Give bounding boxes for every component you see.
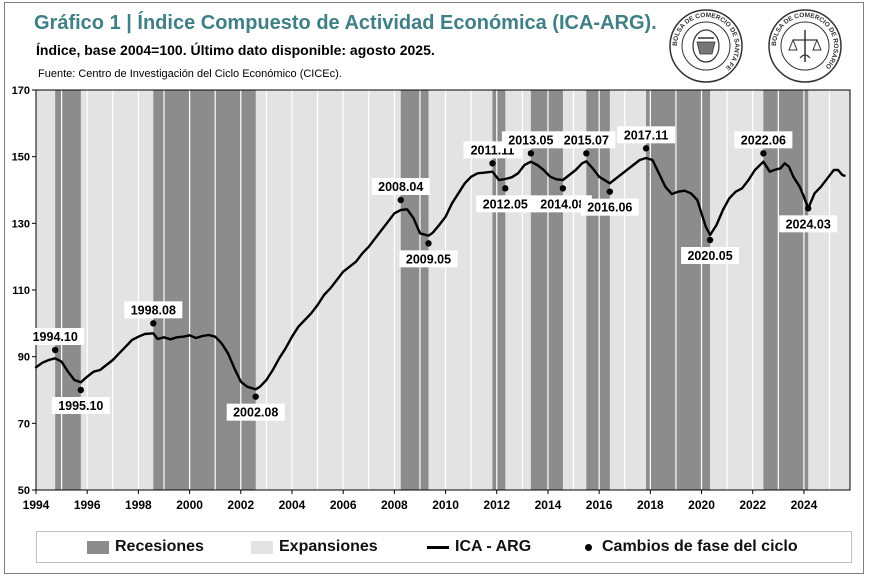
turning-point-marker: [502, 185, 509, 192]
turning-point-label-box: [501, 131, 560, 149]
turning-point-label-box: [476, 195, 535, 213]
x-tick-label: 1998: [125, 498, 152, 512]
x-tick-label: 2020: [688, 498, 715, 512]
legend-item-series: ICA - ARG: [427, 538, 531, 556]
x-tick-label: 2010: [432, 498, 459, 512]
turning-point-marker: [150, 320, 157, 327]
y-tick-label: 170: [12, 85, 30, 97]
bolsa-santa-fe-seal: BOLSA DE COMERCIO DE SANTA FE: [669, 9, 743, 83]
series-line-swatch: [427, 545, 449, 549]
turning-point-marker: [489, 160, 496, 167]
x-tick-label: 2002: [227, 498, 254, 512]
y-tick-label: 110: [12, 285, 30, 297]
turning-point-marker: [397, 196, 404, 204]
turning-point-label: 2020.05: [687, 249, 732, 263]
y-tick-label: 130: [12, 218, 30, 230]
turning-point-marker: [51, 346, 59, 354]
turning-point-marker: [527, 150, 535, 157]
turning-point-label: 2024.03: [786, 217, 831, 231]
legend-label-expansions: Expansiones: [279, 538, 378, 555]
turning-point-label: 2014.08: [540, 197, 585, 211]
recession-swatch: [87, 540, 109, 554]
x-tick-label: 2024: [791, 498, 818, 512]
y-tick-label: 150: [12, 152, 30, 164]
turning-point-label: 2017.11: [624, 128, 669, 142]
turning-point-marker: [642, 145, 650, 152]
turning-point-marker: [606, 188, 614, 195]
y-tick-label: 70: [18, 418, 30, 430]
turning-point-label: 2016.06: [587, 201, 632, 215]
recession-band: [586, 90, 610, 490]
turning-point-label-box: [371, 178, 430, 195]
turning-point-label: 2012.05: [483, 197, 528, 211]
chart-subtitle: Índice, base 2004=100. Último dato dispo…: [36, 42, 435, 58]
turning-point-label-box: [226, 403, 285, 421]
bolsa-rosario-seal: BOLSA DE COMERCIO DE ROSARIO: [768, 9, 842, 83]
turning-point-label-box: [26, 328, 85, 345]
turning-point-label: 2008.04: [378, 180, 423, 194]
recession-band: [530, 90, 563, 490]
turning-point-label-box: [617, 126, 676, 144]
legend: Recesiones Expansiones ICA - ARG Cambios…: [36, 531, 852, 563]
x-tick-label: 1996: [74, 498, 101, 512]
legend-item-turning-points: Cambios de fase del ciclo: [585, 538, 798, 556]
y-tick-label: 50: [18, 485, 30, 497]
x-tick-label: 2018: [637, 498, 664, 512]
turning-point-label-box: [533, 195, 592, 213]
x-tick-label: 2004: [279, 498, 306, 512]
x-tick-label: 2008: [381, 498, 408, 512]
turning-point-label-box: [557, 131, 616, 149]
turning-point-label: 2022.06: [741, 133, 786, 147]
x-tick-label: 2014: [535, 498, 562, 512]
y-tick-label: 90: [18, 352, 30, 364]
turning-point-marker: [583, 150, 590, 157]
turning-point-label: 1998.08: [131, 303, 176, 317]
legend-label-series: ICA - ARG: [455, 538, 532, 555]
x-tick-label: 2016: [586, 498, 613, 512]
turning-point-label: 1994.10: [33, 330, 78, 344]
turning-point-marker: [804, 205, 812, 212]
legend-label-turning-points: Cambios de fase del ciclo: [602, 538, 798, 555]
legend-item-recessions: Recesiones: [87, 538, 204, 556]
turning-point-label-box: [580, 198, 639, 216]
turning-point-marker: [760, 150, 767, 157]
turning-point-label: 2002.08: [233, 406, 278, 420]
turning-point-label-box: [51, 397, 110, 414]
turning-point-label-box: [681, 247, 740, 264]
turning-point-marker: [706, 236, 714, 244]
recession-band: [153, 90, 256, 490]
turning-point-label-box: [734, 131, 793, 149]
recession-band: [646, 90, 711, 490]
recession-band: [55, 90, 81, 490]
turning-point-label: 2015.07: [564, 133, 609, 147]
chart-source: Fuente: Centro de Investigación del Cicl…: [38, 68, 342, 80]
series-line-ica-arg: [34, 156, 846, 391]
recession-band: [763, 90, 809, 490]
chart-title: Gráfico 1 | Índice Compuesto de Activida…: [34, 12, 657, 34]
turning-point-label: 2013.05: [508, 133, 553, 147]
turning-point-label-box: [399, 250, 458, 268]
turning-point-marker: [77, 386, 84, 394]
expansion-swatch: [251, 540, 273, 554]
recession-band: [400, 90, 429, 490]
legend-label-recessions: Recesiones: [115, 538, 204, 555]
turning-point-marker: [252, 393, 259, 400]
x-tick-label: 2022: [739, 498, 766, 512]
turning-point-swatch: [585, 543, 592, 551]
recession-band: [492, 90, 506, 490]
x-tick-label: 2000: [176, 498, 203, 512]
turning-point-label: 2009.05: [406, 252, 451, 266]
turning-point-label: 1995.10: [58, 399, 103, 413]
legend-item-expansions: Expansiones: [251, 538, 378, 556]
turning-point-marker: [559, 185, 567, 192]
x-tick-label: 2012: [483, 498, 510, 512]
x-tick-label: 1994: [23, 498, 50, 512]
turning-point-label-box: [779, 215, 838, 233]
x-tick-label: 2006: [330, 498, 357, 512]
turning-point-label-box: [124, 301, 183, 319]
turning-point-marker: [425, 240, 432, 247]
